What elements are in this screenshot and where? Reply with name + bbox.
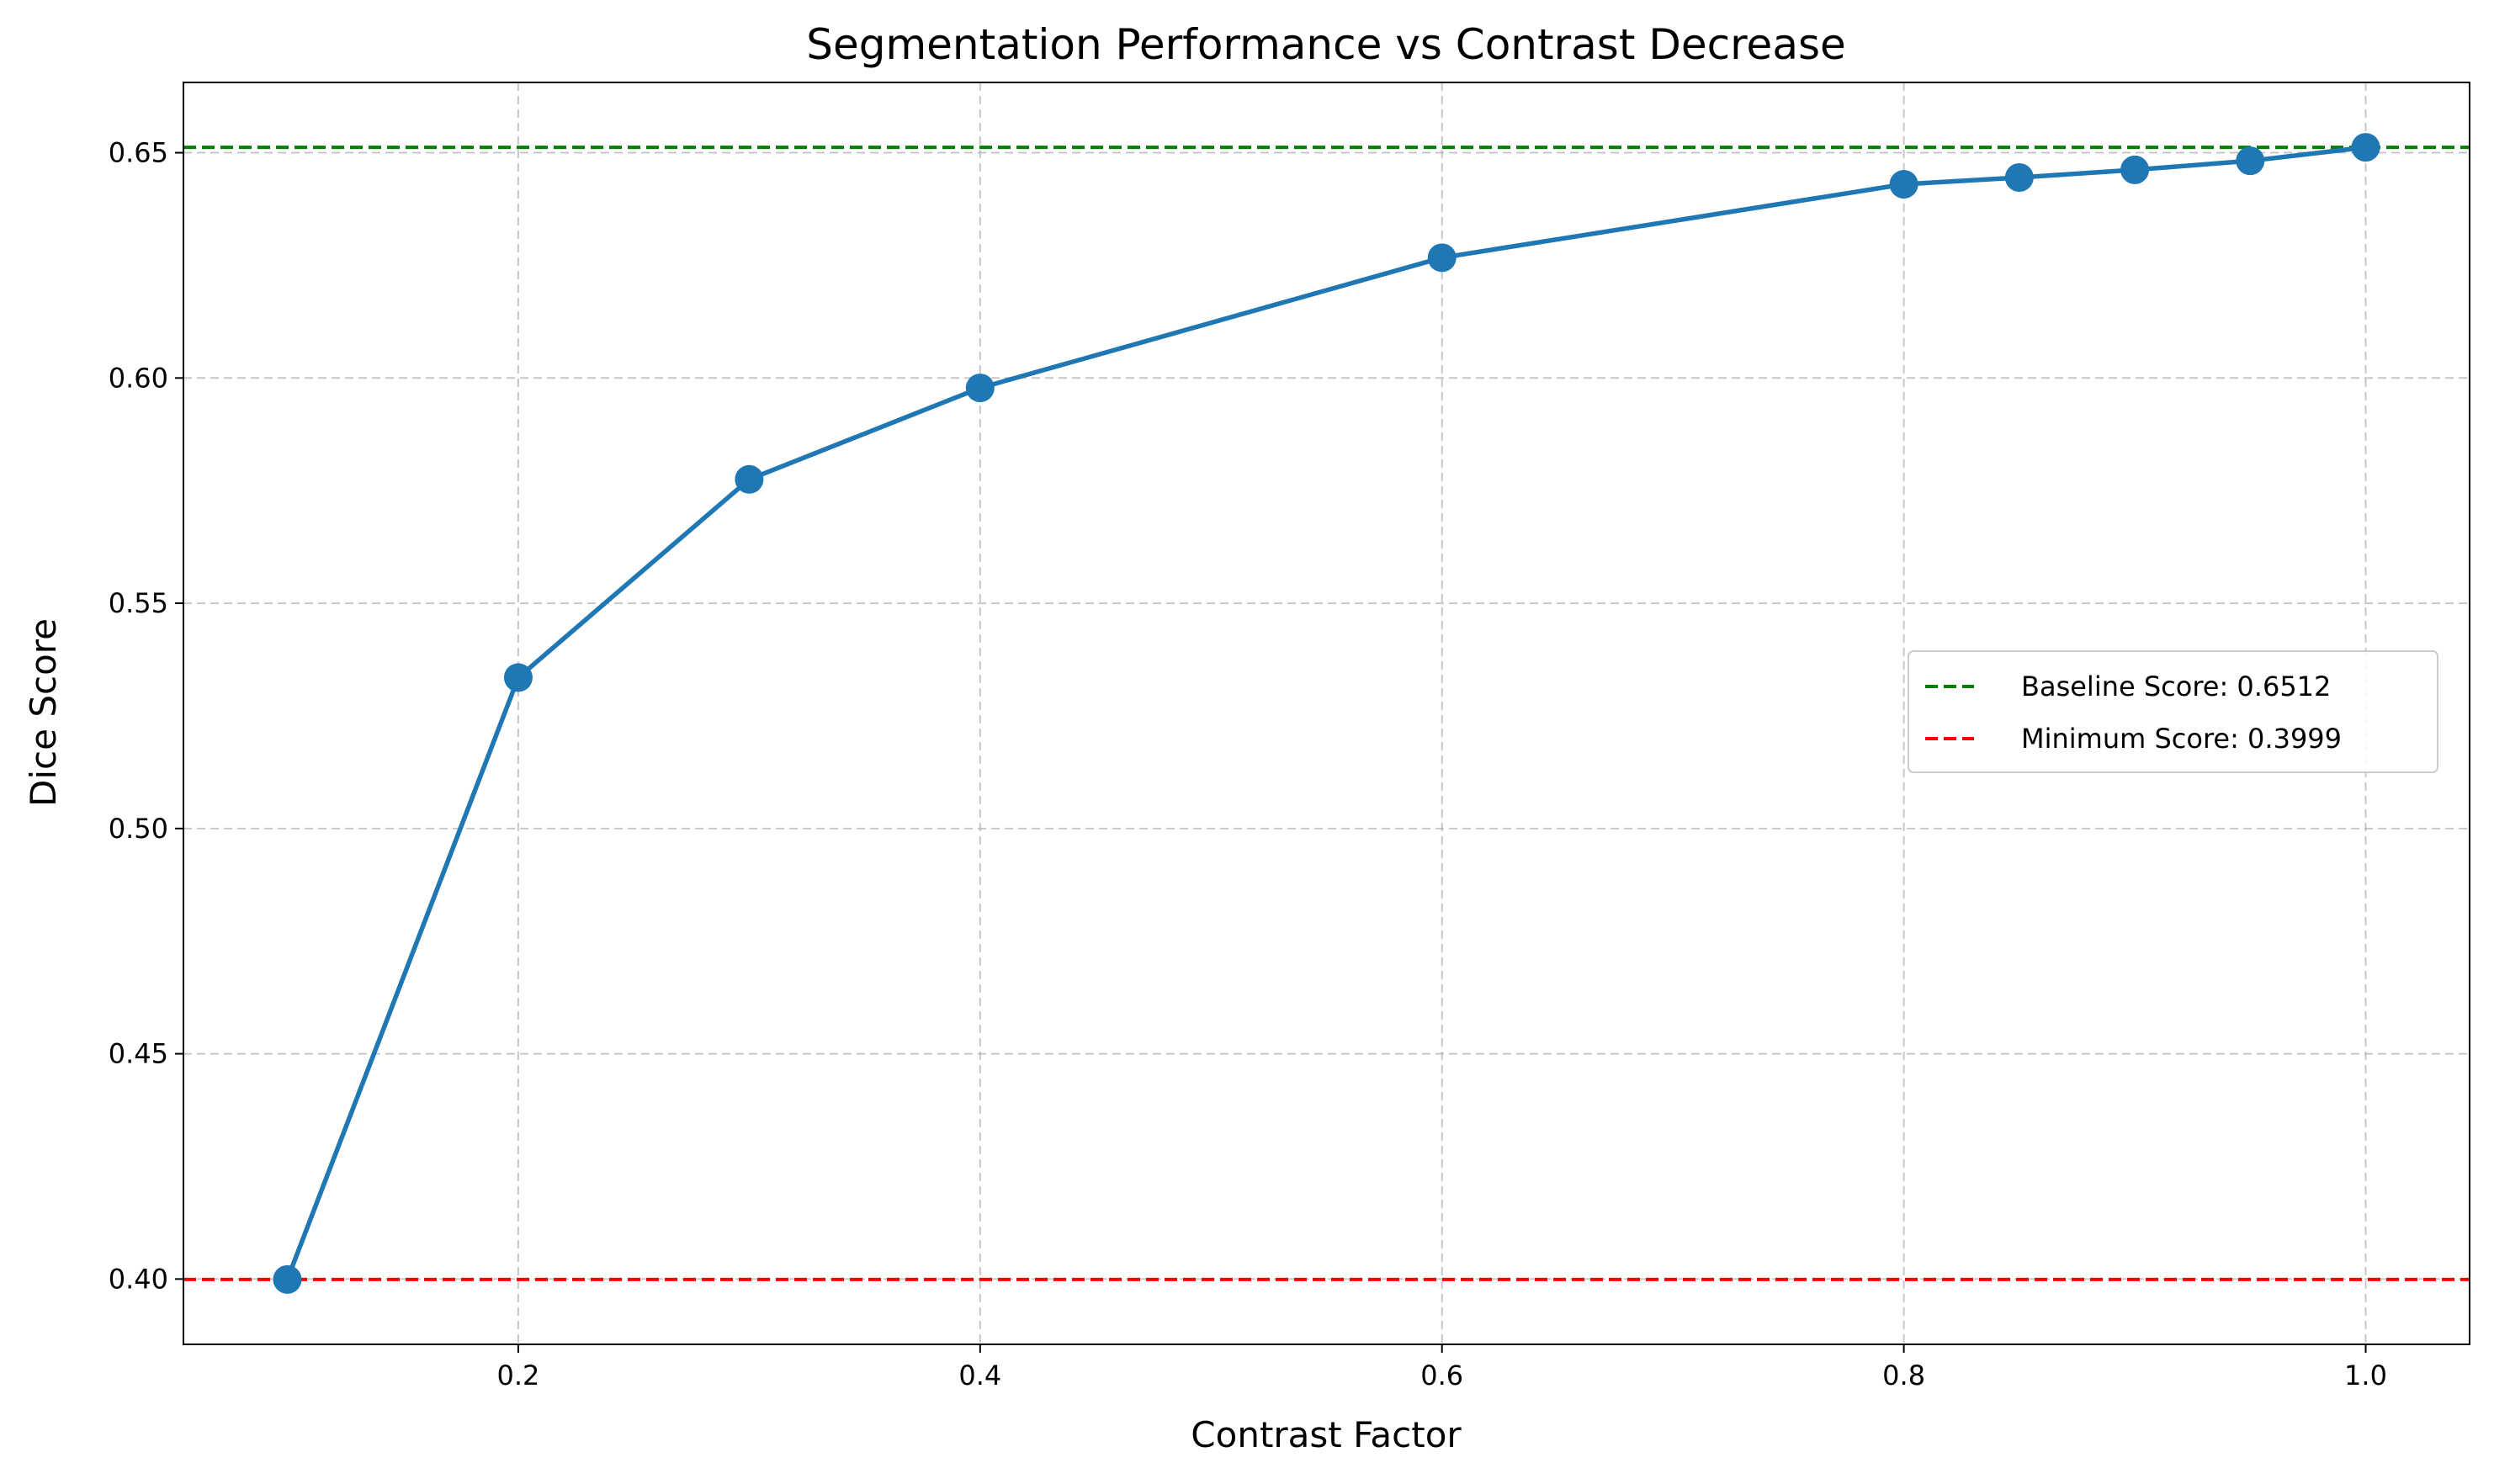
data-point: [2351, 133, 2380, 162]
y-tick-label: 0.55: [109, 587, 168, 619]
legend-label: Minimum Score: 0.3999: [2021, 723, 2342, 755]
legend-frame: [1908, 650, 2438, 773]
data-point: [965, 374, 995, 403]
x-axis-label: Contrast Factor: [1191, 1414, 1462, 1455]
y-tick-label: 0.45: [109, 1038, 168, 1070]
x-tick-label: 0.2: [496, 1359, 539, 1391]
data-point: [1427, 243, 1457, 273]
series-line: [284, 145, 2366, 1280]
data-point: [735, 464, 764, 494]
data-point: [1889, 170, 1918, 199]
series: [273, 133, 2380, 1294]
data-point: [2236, 146, 2265, 176]
y-axis-label: Dice Score: [23, 618, 64, 807]
x-tick-label: 0.6: [1420, 1359, 1463, 1391]
y-tick-label: 0.50: [109, 813, 168, 845]
data-point: [503, 663, 533, 692]
reference-lines: [183, 146, 2470, 1281]
chart-title: Segmentation Performance vs Contrast Dec…: [806, 20, 1846, 69]
y-tick-label: 0.65: [109, 137, 168, 169]
legend: Baseline Score: 0.6512 Minimum Score: 0.3…: [1908, 650, 2438, 773]
data-point: [2120, 155, 2150, 184]
plot-frame: [183, 82, 2470, 1345]
data-point: [273, 1264, 302, 1294]
data-point: [2004, 162, 2034, 192]
axis-ticks: 0.2 0.4 0.6 0.8 1.0 0.40 0.45 0.50 0.55 0.60 0.65: [109, 137, 2387, 1391]
legend-label: Baseline Score: 0.6512: [2021, 670, 2331, 702]
y-tick-label: 0.40: [109, 1263, 168, 1295]
y-tick-label: 0.60: [109, 362, 168, 394]
x-tick-label: 0.4: [958, 1359, 1001, 1391]
x-tick-label: 1.0: [2344, 1359, 2387, 1391]
x-tick-label: 0.8: [1882, 1359, 1925, 1391]
